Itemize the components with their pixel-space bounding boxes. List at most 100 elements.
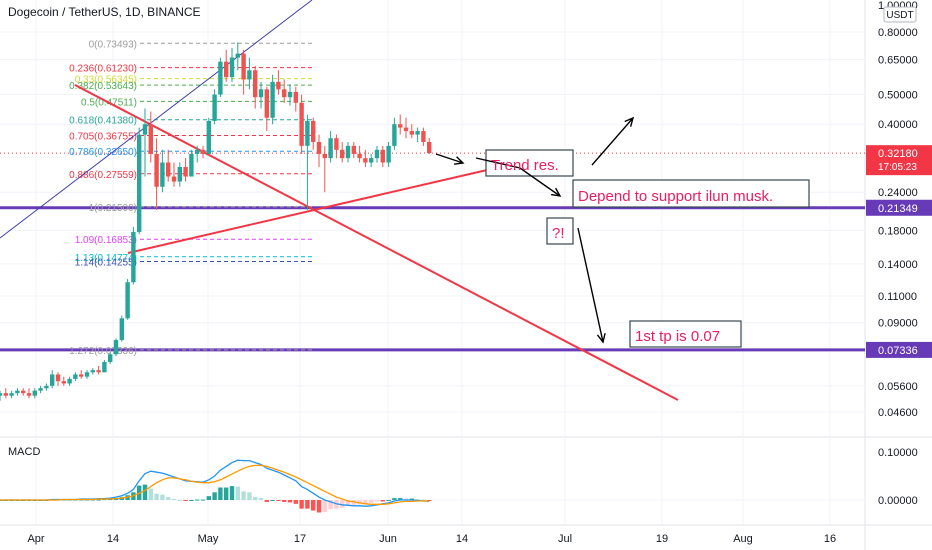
- current-price-badge[interactable]: [866, 145, 932, 176]
- candle-body: [21, 390, 26, 394]
- macd-histogram-bar: [322, 500, 327, 512]
- macd-tick-label: 0.10000: [878, 447, 918, 459]
- candle-body: [276, 81, 281, 90]
- macd-histogram-bar: [171, 499, 177, 501]
- candle-body: [38, 388, 43, 391]
- time-tick-label: 17: [294, 533, 306, 545]
- candle-body: [229, 57, 235, 78]
- candle-body: [270, 81, 275, 118]
- candle-body: [369, 158, 374, 163]
- chart-title: Dogecoin / TetherUS, 1D, BINANCE: [8, 5, 201, 19]
- channel-line[interactable]: [0, 0, 313, 239]
- candle-body: [73, 374, 78, 379]
- macd-histogram-bar: [340, 500, 345, 508]
- time-axis[interactable]: Apr 14 May 17 Jun 14 Jul 19 Aug 16: [27, 533, 836, 545]
- macd-histogram-bar: [270, 500, 275, 501]
- candle-body: [241, 53, 246, 80]
- arrow-down-to-tp[interactable]: [577, 227, 604, 343]
- descending-trendline[interactable]: [74, 84, 679, 401]
- candle-body: [218, 61, 223, 95]
- arrow-up[interactable]: [591, 117, 634, 166]
- macd-histogram-bar: [316, 500, 322, 513]
- macd-histogram-bar: [177, 500, 182, 501]
- candle-body: [15, 390, 20, 394]
- candle-body: [195, 149, 200, 154]
- annotation-question: ?!: [552, 225, 565, 242]
- level-price-badge[interactable]: [866, 341, 932, 358]
- candle-body: [264, 89, 269, 118]
- macd-histogram-bar: [282, 500, 287, 502]
- candle-body: [206, 120, 211, 154]
- candle-body: [119, 318, 124, 341]
- currency-badge[interactable]: [883, 6, 917, 23]
- price-tick-label: 0.05600: [878, 381, 918, 393]
- annotation-box-first-tp[interactable]: [629, 320, 742, 348]
- macd-histogram-bar: [200, 499, 206, 501]
- candles: [0, 42, 432, 401]
- macd-histogram-bar: [218, 487, 223, 500]
- time-tick-label: Jul: [558, 533, 572, 545]
- candle-body: [79, 374, 84, 377]
- candle-body: [137, 134, 142, 232]
- macd-histogram-bar: [148, 488, 153, 500]
- macd-histogram-bar: [212, 492, 217, 500]
- candle-body: [113, 340, 119, 355]
- annotation-box-depend[interactable]: [572, 179, 810, 208]
- horizontal-levels[interactable]: [0, 152, 865, 352]
- candle-body: [340, 149, 345, 159]
- macd-histogram-bar: [264, 500, 269, 502]
- countdown-label: 17:05:23: [878, 162, 917, 173]
- arrow-to-support[interactable]: [475, 157, 561, 197]
- level-price-label: 0.07336: [878, 345, 918, 357]
- candle-body: [328, 138, 333, 159]
- candle-body: [84, 372, 90, 377]
- currency-badge-label: USDT: [886, 10, 913, 21]
- time-tick-label: Apr: [27, 533, 44, 545]
- arrow-to-trend-res[interactable]: [435, 153, 464, 164]
- macd-histogram-bar: [253, 497, 258, 500]
- fib-retracement[interactable]: 0(0.73493) 0.236(0.61230)0.33(0.56345)0.3…: [69, 39, 312, 357]
- macd-histogram-bar: [96, 499, 101, 501]
- price-axis[interactable]: 0.80000 0.65000 0.50000 0.40000 0.24000 0.213…: [866, 27, 932, 419]
- macd-histogram-bar: [409, 498, 414, 500]
- macd-histogram-bar: [357, 500, 362, 505]
- annotation-box-question[interactable]: [546, 217, 574, 245]
- candle-body: [293, 91, 298, 103]
- macd-histogram-bar: [206, 496, 211, 500]
- macd-histogram-bar: [415, 499, 420, 501]
- candle-body: [235, 53, 240, 58]
- candle-body: [67, 378, 72, 384]
- candle-body: [224, 61, 229, 78]
- candle-body: [96, 370, 101, 373]
- macd-tick-label: 0.00000: [878, 495, 918, 507]
- annotations[interactable]: [435, 116, 810, 348]
- candle-body: [322, 153, 327, 159]
- candle-body: [392, 124, 397, 146]
- macd-histogram-bar: [421, 499, 426, 501]
- fib-level-label: 0.786(0.32650): [69, 147, 137, 158]
- candle-body: [148, 124, 153, 154]
- time-tick-label: Jun: [379, 533, 397, 545]
- price-tick-label: 0.14000: [878, 259, 918, 271]
- current-price-label: 0.32180: [878, 148, 918, 160]
- candle-body: [154, 153, 159, 187]
- macd-histogram-bar: [299, 500, 304, 509]
- time-tick-label: 16: [824, 533, 836, 545]
- fib-level-label: 0.236(0.61230): [69, 64, 137, 75]
- candle-body: [427, 141, 432, 154]
- candle-body: [9, 393, 14, 396]
- annotation-first-tp: 1st tp is 0.07: [635, 328, 720, 345]
- candle-body: [125, 282, 130, 319]
- price-tick-label: 0.50000: [878, 90, 918, 102]
- candle-body: [287, 91, 293, 98]
- level-price-badge[interactable]: [866, 199, 932, 216]
- macd-histogram-bar: [403, 498, 409, 500]
- candle-body: [50, 374, 55, 386]
- macd-histogram-bar: [380, 500, 385, 502]
- candle-body: [55, 374, 61, 382]
- candle-body: [282, 89, 287, 98]
- macd-histogram-bar: [345, 500, 351, 506]
- price-tick-label: 0.09000: [878, 318, 918, 330]
